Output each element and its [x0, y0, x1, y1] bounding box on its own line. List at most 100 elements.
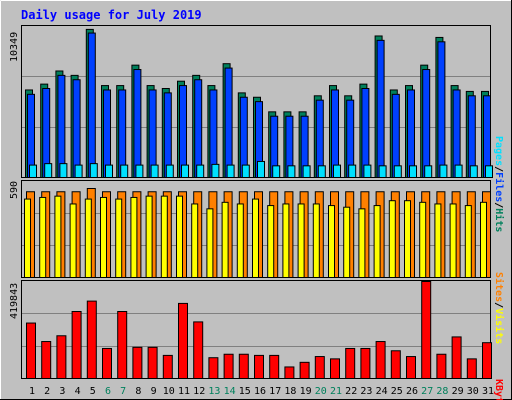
legend-sep-2: /	[493, 202, 504, 208]
kbytes-bar	[314, 356, 325, 380]
files-bar	[422, 69, 431, 178]
kbytes-bar	[71, 310, 82, 379]
sites-ymax-label: 590	[9, 181, 20, 199]
kbytes-bar	[223, 353, 234, 380]
x-tick-label: 9	[151, 386, 157, 397]
pages-bar	[348, 164, 357, 179]
kbytes-bar	[466, 358, 477, 379]
x-tick-label: 29	[452, 386, 464, 397]
pages-bar	[363, 164, 372, 179]
visits-bar	[115, 198, 123, 278]
kbytes-bar	[193, 321, 204, 379]
pages-bar	[150, 164, 159, 179]
pages-bar	[287, 165, 296, 179]
files-bar	[133, 69, 142, 178]
files-bar	[224, 67, 233, 178]
visits-bar	[373, 205, 381, 279]
pages-bar	[181, 164, 189, 179]
x-tick-labels: 1 2 3 4 5 6 7 8 9 10 11 12 13 14 15 16 17 18 19 20 21 22 23 24 2…	[29, 386, 494, 397]
kbytes-bar	[269, 354, 280, 379]
x-tick-label: 19	[300, 386, 312, 397]
visits-bar	[434, 203, 442, 278]
visits-bar	[191, 203, 199, 278]
pages-bar	[485, 165, 493, 179]
files-bar	[452, 89, 461, 178]
visits-bar	[343, 206, 351, 279]
visits-bar	[100, 196, 107, 279]
files-bar	[331, 89, 339, 178]
visits-bar	[39, 196, 47, 279]
pages-bar	[333, 164, 341, 179]
legend-hits-files-pages: Pages/Files/Hits	[493, 136, 505, 232]
visits-bar	[312, 203, 320, 278]
files-bar	[391, 93, 400, 178]
visits-bar	[221, 201, 229, 278]
legend-sep-3: /	[493, 302, 504, 308]
pages-bar	[241, 164, 250, 179]
visits-bar	[388, 200, 396, 278]
x-tick-label: 24	[376, 386, 388, 397]
x-tick-label: 10	[163, 386, 175, 397]
kbytes-bar	[41, 341, 52, 380]
legend-sites-visits: Sites/Visits	[493, 272, 505, 344]
x-tick-label: 2	[44, 386, 50, 397]
x-tick-label: 16	[254, 386, 266, 397]
chart-title: Daily usage for July 2019	[21, 8, 202, 22]
x-tick-label: 26	[406, 386, 418, 397]
x-tick-label: 6	[105, 386, 111, 397]
files-bar	[467, 95, 476, 178]
kbytes-ymax-label: 419843	[9, 283, 20, 319]
kbytes-bar	[421, 281, 432, 379]
visits-bar	[480, 201, 487, 278]
visits-bar	[297, 203, 305, 278]
kbytes-bar	[299, 361, 310, 380]
x-tick-label: 27	[421, 386, 433, 397]
visits-bar	[54, 195, 62, 279]
x-tick-label: 3	[59, 386, 65, 397]
legend-pages: Pages	[493, 136, 504, 166]
x-tick-label: 15	[239, 386, 251, 397]
x-tick-label: 4	[75, 386, 81, 397]
pages-bar	[257, 160, 265, 178]
legend-visits: Visits	[493, 308, 505, 344]
visits-bar	[419, 201, 427, 278]
files-bar	[437, 41, 446, 179]
visits-bar	[236, 203, 244, 278]
x-tick-label: 25	[391, 386, 403, 397]
pages-bar	[393, 165, 402, 179]
kbytes-bar	[86, 300, 97, 379]
visits-bar	[464, 205, 472, 279]
kbytes-bar	[406, 356, 416, 380]
visits-bar	[328, 205, 335, 279]
visits-bar	[449, 203, 457, 278]
x-tick-label: 17	[269, 386, 281, 397]
x-tick-label: 5	[90, 386, 96, 397]
files-bar	[179, 85, 187, 178]
files-bar	[57, 74, 66, 178]
pages-bar	[317, 165, 326, 179]
visits-bar	[206, 208, 214, 278]
files-bar	[103, 89, 111, 178]
kbytes-bar	[102, 347, 112, 380]
legend-hits: Hits	[493, 208, 505, 232]
pages-bar	[424, 165, 433, 179]
kbytes-bar	[451, 336, 462, 379]
pages-bar	[409, 165, 417, 179]
x-tick-label: 21	[330, 386, 342, 397]
files-bar	[361, 87, 370, 178]
pages-bar	[211, 163, 220, 179]
pages-bar	[105, 164, 113, 179]
kbytes-bar	[360, 347, 371, 380]
pages-bar	[439, 164, 448, 179]
kbytes-bar	[390, 350, 401, 380]
visits-bar	[282, 203, 290, 278]
files-bar	[407, 89, 415, 178]
pages-bar	[302, 165, 311, 179]
x-tick-label: 20	[315, 386, 327, 397]
kbytes-bar	[254, 354, 264, 379]
x-tick-label: 22	[345, 386, 357, 397]
visits-bar	[267, 205, 275, 279]
kbytes-bar	[482, 342, 492, 379]
visits-bar	[145, 195, 153, 279]
visits-bar	[69, 203, 77, 278]
